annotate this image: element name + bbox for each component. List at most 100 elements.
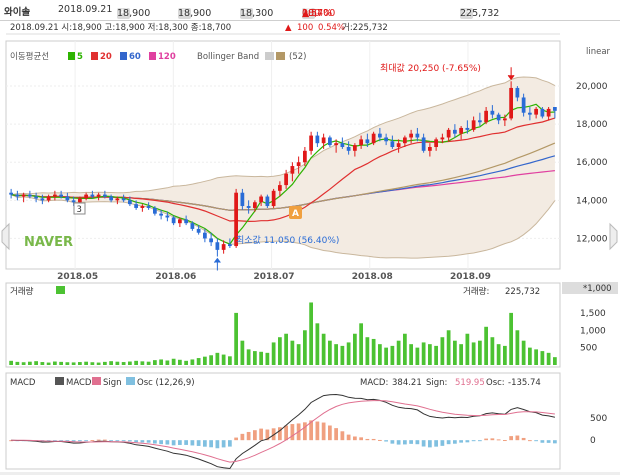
change-value: 100 xyxy=(302,8,321,19)
osc-bar xyxy=(528,440,532,442)
candle-body xyxy=(84,194,88,199)
info-change-pct: 0.54% xyxy=(318,23,345,33)
volume-bar xyxy=(190,359,195,365)
open-label: 시 xyxy=(117,8,130,19)
osc-bar xyxy=(246,431,251,441)
marker-a-label: A xyxy=(292,209,299,219)
osc-bar xyxy=(509,436,513,441)
signal-line xyxy=(11,400,555,463)
volume-unit-box xyxy=(562,282,618,294)
candle-body xyxy=(353,145,357,151)
max-annotation: 최대값 20,250 (-7.65%) xyxy=(380,62,481,74)
x-tick-label: 2018.06 xyxy=(155,272,196,282)
ma-legend-item: 20 xyxy=(100,52,112,62)
volume-bar xyxy=(215,352,220,365)
osc-bar xyxy=(90,440,95,442)
ma-legend: 5 20 60 120 xyxy=(68,52,176,62)
scrollbar-track[interactable] xyxy=(0,472,620,475)
stock-name: 와이솔 xyxy=(4,7,31,18)
bollinger-lower xyxy=(10,194,556,259)
osc-swatch xyxy=(126,377,135,385)
candle-body xyxy=(159,213,163,216)
osc-bar xyxy=(390,440,395,444)
candle-body xyxy=(165,215,170,218)
volume-bar xyxy=(409,344,413,365)
candle-body xyxy=(190,223,195,229)
volume-bar xyxy=(465,333,470,365)
candle-body xyxy=(103,194,107,197)
volume-bar xyxy=(46,362,51,365)
candle-body xyxy=(359,139,363,146)
candle-body xyxy=(59,194,63,197)
volume-bar xyxy=(246,349,251,365)
volume-bar xyxy=(315,323,320,365)
volume-bar xyxy=(346,342,351,365)
osc-bar xyxy=(371,438,376,441)
candle-body xyxy=(271,190,276,207)
volume-bar xyxy=(528,347,532,365)
candle-body xyxy=(240,192,245,207)
marker-a[interactable] xyxy=(289,206,302,219)
osc-bar xyxy=(215,440,220,449)
osc-bar xyxy=(109,440,113,442)
macd-y-tick: 500 xyxy=(590,414,607,424)
osc-bar xyxy=(209,440,213,448)
candle-body xyxy=(28,194,32,197)
quote-date: 2018.09.21 xyxy=(58,4,113,15)
osc-bar xyxy=(503,440,507,442)
macd-y-tick: 0 xyxy=(590,436,596,446)
volume-bar xyxy=(421,342,426,365)
naver-logo: NAVER xyxy=(24,235,73,250)
osc-bar xyxy=(409,440,413,444)
volume-readout-label: 거래량: xyxy=(463,286,489,297)
candle-body xyxy=(15,194,20,197)
volume-bar xyxy=(353,333,357,365)
volume-bar xyxy=(403,333,407,365)
macd-readout-value: 384.21 xyxy=(392,378,422,388)
candle-body xyxy=(465,127,470,130)
osc-bar xyxy=(490,438,495,441)
volume-readout-value: 225,732 xyxy=(505,287,540,297)
volume-value: 225,732 xyxy=(460,8,500,19)
signal-swatch xyxy=(92,377,101,385)
volume-bar xyxy=(228,356,232,365)
candle-body xyxy=(303,150,307,163)
candle-body xyxy=(265,196,270,207)
candle-body xyxy=(46,196,51,201)
osc-bar xyxy=(496,439,501,441)
volume-bar xyxy=(553,357,557,365)
volume-bar xyxy=(196,358,201,365)
volume-bar xyxy=(109,361,113,365)
volume-bar xyxy=(371,338,376,365)
osc-bar xyxy=(353,436,357,441)
volume-bar xyxy=(165,360,170,365)
osc-bar xyxy=(453,440,457,444)
marker-3[interactable] xyxy=(73,202,86,215)
osc-bar xyxy=(515,435,520,441)
osc-bar xyxy=(271,428,276,441)
candle-body xyxy=(209,238,213,243)
candle-body xyxy=(446,129,451,138)
candle-body xyxy=(528,112,532,115)
candle-body xyxy=(440,137,445,140)
up-triangle-icon: ▲ xyxy=(302,8,310,19)
volume-bar xyxy=(321,333,326,365)
osc-bar xyxy=(403,440,407,445)
volume-bar xyxy=(121,362,126,365)
volume-bar xyxy=(128,361,132,365)
candle-body xyxy=(371,133,376,144)
bollinger-swatch-mid xyxy=(276,52,285,60)
osc-bar xyxy=(190,440,195,446)
candle-body xyxy=(215,242,220,250)
low-value: 18,300 xyxy=(240,8,274,19)
scroll-right-button[interactable] xyxy=(609,222,618,251)
candle-body xyxy=(328,137,332,146)
x-tick-label: 2018.07 xyxy=(254,272,295,282)
scroll-left-button[interactable] xyxy=(1,222,10,251)
candle-body xyxy=(521,97,526,113)
osc-bar xyxy=(134,440,138,443)
osc-bar xyxy=(115,440,120,442)
candle-body xyxy=(346,147,351,151)
bollinger-legend-label: Bollinger Band xyxy=(197,52,259,62)
osc-bar xyxy=(340,431,345,441)
